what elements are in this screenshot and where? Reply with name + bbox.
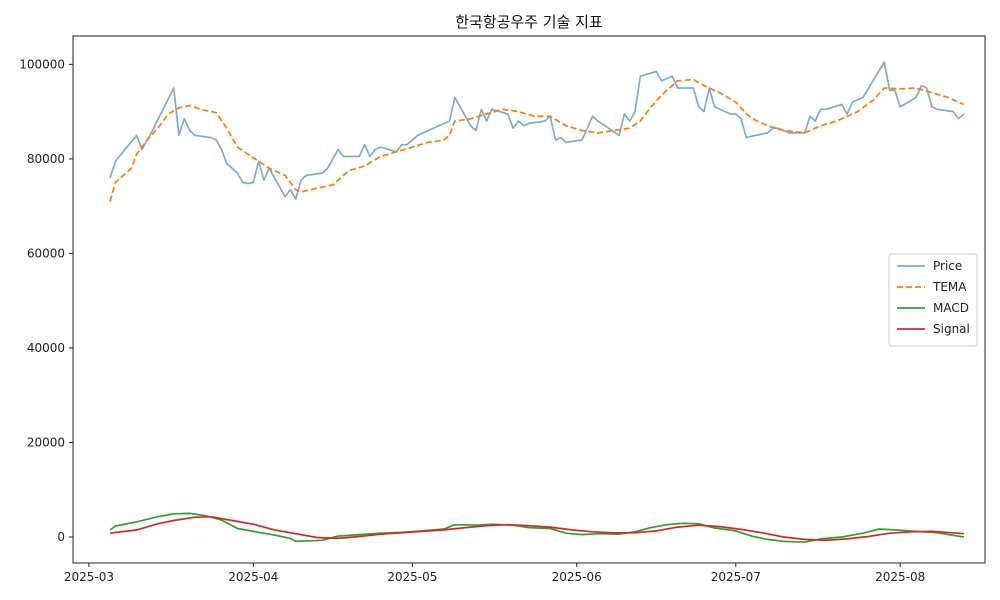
y-tick-label: 60000: [27, 246, 65, 260]
legend-box: [888, 253, 978, 347]
legend-label-signal: Signal: [933, 322, 970, 336]
x-tick-label: 2025-07: [711, 570, 761, 584]
x-tick-label: 2025-04: [228, 570, 278, 584]
plot-frame: [72, 35, 986, 564]
legend-label-tema: TEMA: [932, 280, 967, 294]
y-tick-label: 100000: [19, 57, 65, 71]
legend-label-price: Price: [933, 259, 962, 273]
series-line-macd: [109, 512, 964, 544]
legend: Price TEMA MACD Signal: [888, 253, 978, 347]
x-axis: 2025-03 2025-04 2025-05 2025-06 2025-07 2025-…: [64, 563, 925, 584]
series-line-price: [109, 61, 965, 200]
y-tick-label: 20000: [27, 435, 65, 449]
chart-title: 한국항공우주 기술 지표: [455, 13, 603, 31]
series-line-tema: [109, 78, 965, 202]
legend-label-macd: MACD: [933, 301, 969, 315]
y-tick-label: 40000: [27, 341, 65, 355]
series-line-signal: [109, 515, 964, 542]
y-axis: 0 20000 40000 60000 80000 100000: [19, 57, 73, 544]
x-tick-label: 2025-06: [552, 570, 602, 584]
x-tick-label: 2025-08: [875, 570, 925, 584]
y-tick-label: 0: [57, 530, 65, 544]
plot-area: [109, 61, 965, 544]
x-tick-label: 2025-05: [387, 570, 437, 584]
x-tick-label: 2025-03: [64, 570, 114, 584]
y-tick-label: 80000: [27, 152, 65, 166]
